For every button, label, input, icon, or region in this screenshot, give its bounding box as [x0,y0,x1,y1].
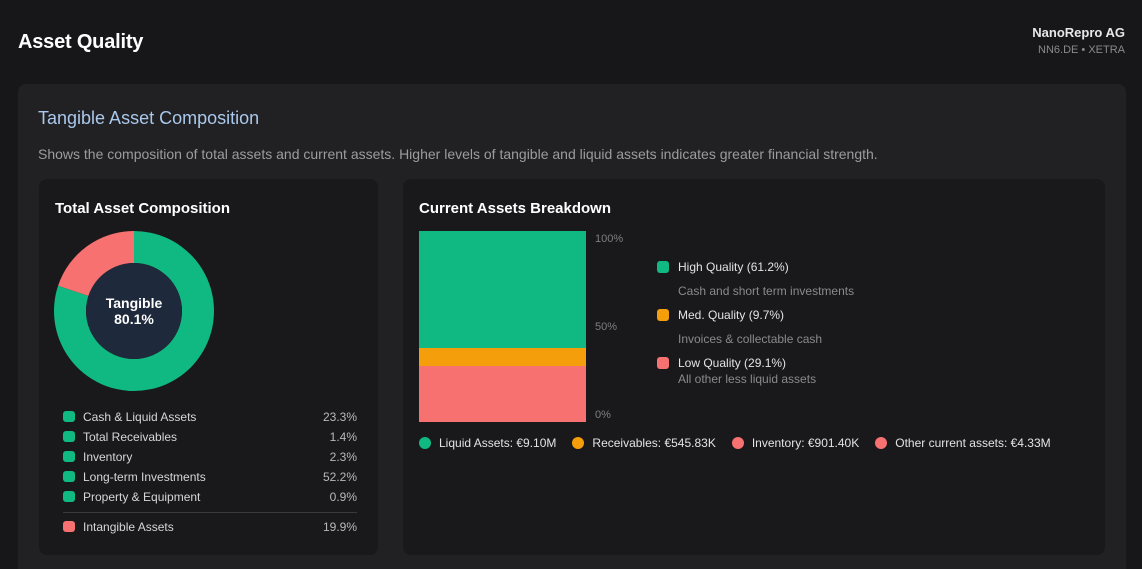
legend-label: Total Receivables [83,430,178,444]
legend-swatch [657,309,669,321]
legend-dot [419,437,431,449]
axis-tick-0: 0% [595,409,611,421]
card-title: Current Assets Breakdown [419,200,611,217]
legend-label: Liquid Assets: €9.10M [439,436,557,450]
legend-row-intangible: Intangible Assets 19.9% [61,517,357,537]
quality-title: Med. Quality (9.7%) [678,308,785,322]
legend-row-long-term-investments: Long-term Investments 52.2% [61,467,357,487]
legend-label: Inventory [83,450,133,464]
legend-row-inventory: Inventory 2.3% [61,447,357,467]
panel-description: Shows the composition of total assets an… [38,146,878,162]
legend-item-inventory: Inventory: €901.40K [731,436,860,450]
legend-swatch [63,491,75,502]
donut-slice-tangible [54,231,214,391]
legend-value: 0.9% [329,490,357,504]
legend-value: 19.9% [322,520,357,534]
total-asset-card: Total Asset Composition Tangible 80.1% C… [39,179,378,555]
quality-subtitle: Invoices & collectable cash [678,332,823,346]
legend-dot [731,437,744,449]
legend-dot [875,437,888,449]
legend-swatch [63,451,75,462]
quality-subtitle: Cash and short term investments [678,284,855,298]
legend-value: 23.3% [322,410,357,424]
axis-tick-50: 50% [595,321,618,333]
legend-swatch [657,357,669,369]
legend-label: Intangible Assets [83,520,174,534]
top-bar: Asset Quality NanoRepro AG NN6.DE • XETR… [0,0,1142,84]
company-info: NanoRepro AG NN6.DE • XETRA [1032,25,1125,56]
legend-label: Receivables: €545.83K [592,436,716,450]
bar-segment-med-quality [419,347,586,367]
legend-label: Cash & Liquid Assets [83,410,197,424]
quality-title: Low Quality (29.1%) [678,356,787,370]
legend-label: Inventory: €901.40K [751,436,860,450]
asset-legend-list: Cash & Liquid Assets 23.3% Total Receiva… [61,407,357,537]
legend-value: 1.4% [329,430,357,444]
donut-center-title: Tangible [105,295,163,311]
legend-row-cash: Cash & Liquid Assets 23.3% [61,407,357,427]
company-ticker: NN6.DE • XETRA [1038,44,1125,56]
donut-center-label: Tangible 80.1% [54,231,214,391]
legend-label: Property & Equipment [83,490,201,504]
current-assets-card: Current Assets Breakdown 100% 50% 0% Hig… [403,179,1105,555]
legend-item-other-current-assets: Other current assets: €4.33M [875,436,1051,450]
current-assets-legend: Liquid Assets: €9.10M Receivables: €545.… [419,436,1067,450]
card-title: Total Asset Composition [55,200,231,217]
legend-swatch [63,471,75,482]
legend-swatch [63,521,75,532]
legend-label: Other current assets: €4.33M [895,436,1051,450]
bar-segment-low-quality [419,366,586,422]
legend-item-receivables: Receivables: €545.83K [572,436,716,450]
page-title: Asset Quality [18,31,144,53]
current-assets-stacked-bar [419,231,586,422]
bar-segment-high-quality [419,231,586,348]
legend-swatch [63,411,75,422]
legend-swatch [63,431,75,442]
quality-subtitle: All other less liquid assets [678,372,817,386]
donut-hole [86,263,182,359]
legend-row-receivables: Total Receivables 1.4% [61,427,357,447]
quality-title: High Quality (61.2%) [678,260,789,274]
legend-value: 2.3% [329,450,357,464]
legend-label: Long-term Investments [83,470,206,484]
panel-title: Tangible Asset Composition [38,108,260,128]
donut-slice-intangible [58,231,134,296]
axis-tick-100: 100% [595,233,624,245]
legend-row-property-equipment: Property & Equipment 0.9% [61,487,357,507]
legend-value: 52.2% [322,470,357,484]
tangible-asset-panel: Tangible Asset Composition Shows the com… [18,84,1126,569]
legend-swatch [657,261,669,273]
legend-dot [572,437,585,449]
donut-center-value: 80.1% [114,311,154,327]
tangible-donut-chart [54,231,214,391]
company-name: NanoRepro AG [1032,25,1125,40]
legend-divider [63,512,357,513]
legend-item-liquid-assets: Liquid Assets: €9.10M [419,436,556,450]
